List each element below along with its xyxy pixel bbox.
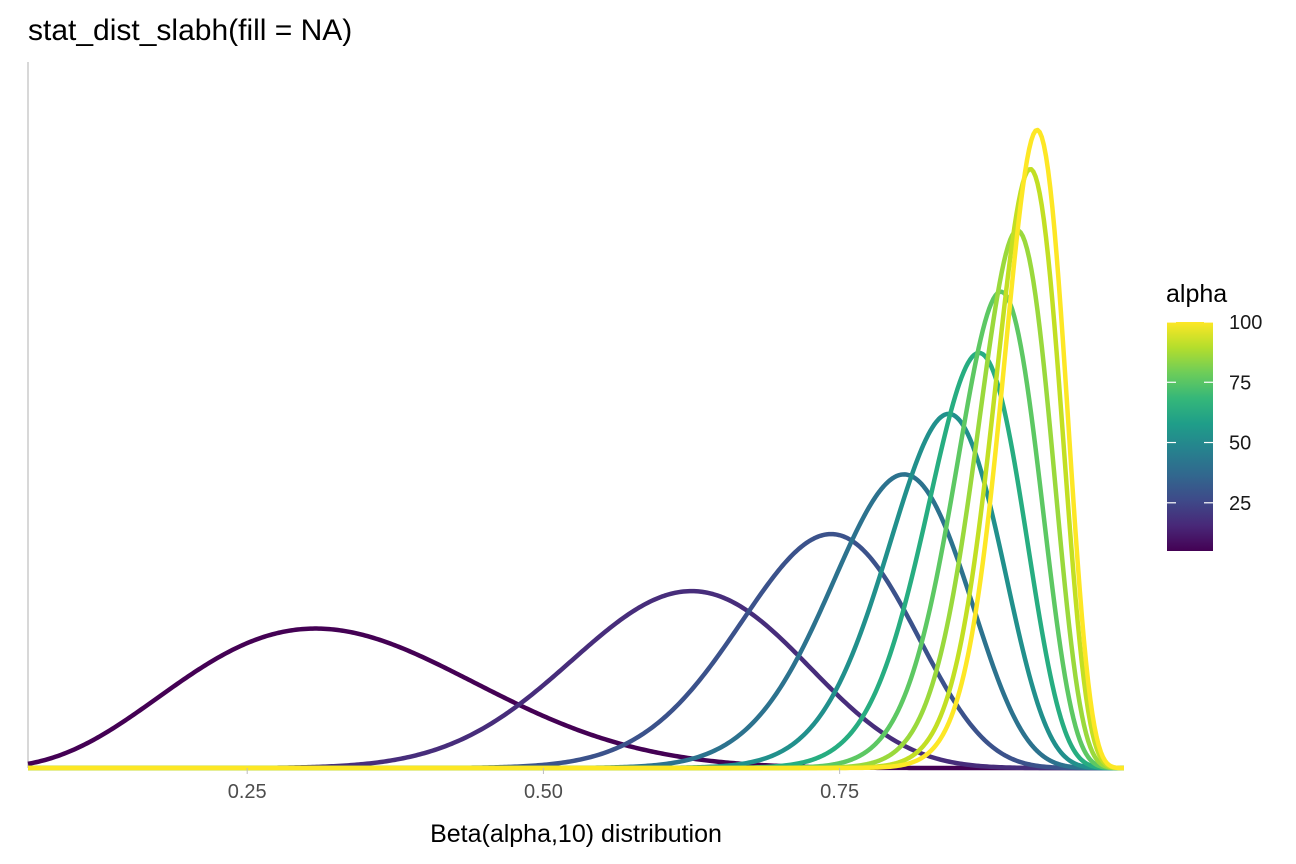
x-axis-ticks: 0.25 0.50 0.75	[228, 768, 859, 803]
density-curves	[27, 127, 1125, 771]
density-curve-alpha-49	[27, 411, 1125, 771]
legend-colorbar	[1167, 322, 1213, 551]
density-curve-alpha-100	[27, 127, 1125, 771]
legend-title: alpha	[1166, 280, 1227, 308]
density-curve-alpha-16	[27, 588, 1125, 771]
density-curve-alpha-5	[27, 626, 1125, 771]
legend-tick-label: 50	[1229, 433, 1251, 455]
legend-tick-label: 25	[1229, 493, 1251, 515]
x-tick-label: 0.50	[524, 781, 563, 803]
density-curve-alpha-93	[27, 167, 1125, 771]
x-tick-label: 0.75	[820, 781, 859, 803]
chart-title: stat_dist_slabh(fill = NA)	[28, 14, 353, 47]
density-curve-alpha-38	[27, 472, 1125, 771]
legend-ticks: 100 75 50 25	[1167, 312, 1262, 515]
legend-tick-label: 100	[1229, 312, 1262, 334]
x-axis-title: Beta(alpha,10) distribution	[430, 820, 722, 848]
legend-tick-label: 75	[1229, 372, 1251, 394]
x-tick-label: 0.25	[228, 781, 267, 803]
legend: alpha 100 75 50 25	[1166, 280, 1262, 551]
